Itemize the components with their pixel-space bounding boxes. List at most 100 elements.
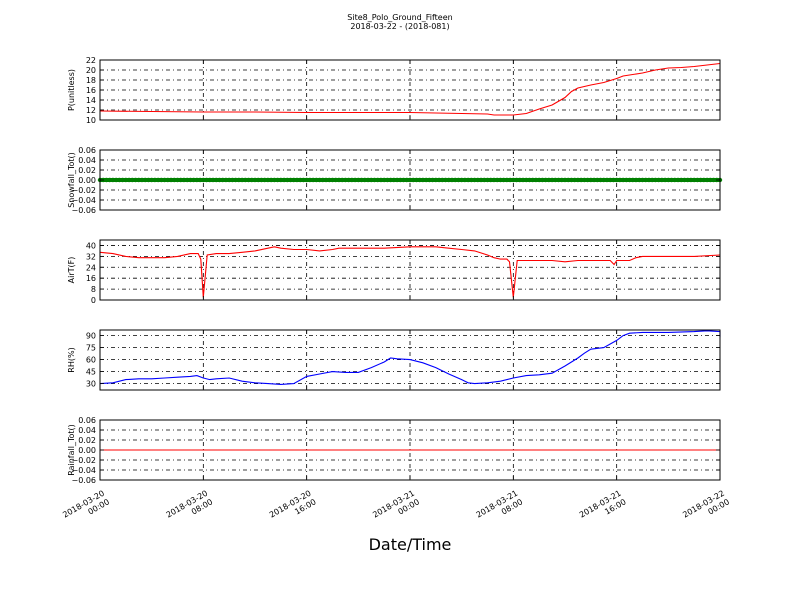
series-point xyxy=(433,177,439,183)
panel-3: 0 8 16 24 32 40 AirT(F) xyxy=(67,239,721,305)
series-point xyxy=(159,177,164,183)
series-point xyxy=(588,177,594,183)
y-tick-label: 16 xyxy=(86,86,96,95)
y-tick-label: −0.04 xyxy=(71,466,96,475)
series-point xyxy=(333,177,338,183)
series-point xyxy=(330,177,335,183)
series-point xyxy=(566,177,571,183)
series-point xyxy=(204,177,209,183)
y-tick-label: 40 xyxy=(86,241,96,250)
series-point xyxy=(346,177,351,183)
series-point xyxy=(598,177,603,183)
y-tick-label: 45 xyxy=(86,368,96,377)
series-point xyxy=(701,177,707,183)
series-point xyxy=(559,177,564,183)
series-point xyxy=(123,177,129,183)
series-point xyxy=(698,177,703,183)
series-point xyxy=(475,177,481,183)
series-point xyxy=(120,177,125,183)
series-point xyxy=(259,177,264,183)
series-point xyxy=(339,177,345,183)
series-point xyxy=(630,177,636,183)
series-point xyxy=(491,177,497,183)
series-line xyxy=(99,330,721,385)
series-point xyxy=(691,177,697,183)
series-point xyxy=(265,177,271,183)
y-tick-label: 0.02 xyxy=(78,166,96,175)
series-point xyxy=(627,177,632,183)
series-point xyxy=(201,177,206,183)
series-point xyxy=(617,177,623,183)
series-point xyxy=(417,177,422,183)
series-point xyxy=(401,177,406,183)
series-point xyxy=(288,177,293,183)
series-point xyxy=(304,177,309,183)
series-point xyxy=(679,177,684,183)
chart-subtitle: 2018-03-22 - (2018-081) xyxy=(350,22,449,31)
series-point xyxy=(562,177,568,183)
series-point xyxy=(695,177,700,183)
series-point xyxy=(172,177,177,183)
series-point xyxy=(378,177,384,183)
series-point xyxy=(381,177,387,183)
series-point xyxy=(223,177,229,183)
series-point xyxy=(149,177,154,183)
series-point xyxy=(449,177,455,183)
series-point xyxy=(191,177,196,183)
series-point xyxy=(620,177,626,183)
series-point xyxy=(533,177,539,183)
series-point xyxy=(456,177,461,183)
series-point xyxy=(194,177,200,183)
series-point xyxy=(453,177,458,183)
series-point xyxy=(527,177,532,183)
series-point xyxy=(662,177,668,183)
series-point xyxy=(511,177,516,183)
y-tick-label: −0.04 xyxy=(71,196,96,205)
series-point xyxy=(184,177,190,183)
series-point xyxy=(317,177,322,183)
series-point xyxy=(572,177,577,183)
series-point xyxy=(611,177,616,183)
series-point xyxy=(107,177,112,183)
series-point xyxy=(310,177,316,183)
series-point xyxy=(285,177,290,183)
y-tick-label: 0 xyxy=(91,296,96,305)
series-point xyxy=(504,177,510,183)
series-point xyxy=(553,177,558,183)
series-point xyxy=(175,177,180,183)
series-point xyxy=(104,177,109,183)
panel-2: −0.06−0.04−0.020.000.020.040.06Snowfall_… xyxy=(67,146,723,215)
y-axis-label: P(unitless) xyxy=(67,69,76,111)
series-point xyxy=(385,177,390,183)
series-point xyxy=(168,177,174,183)
series-point xyxy=(256,177,261,183)
series-point xyxy=(436,177,442,183)
series-point xyxy=(507,177,513,183)
series-point xyxy=(653,177,658,183)
series-point xyxy=(575,177,581,183)
series-point xyxy=(708,177,713,183)
series-point xyxy=(217,177,222,183)
series-point xyxy=(365,177,371,183)
series-point xyxy=(113,177,119,183)
series-point xyxy=(327,177,332,183)
series-point xyxy=(236,177,242,183)
series-point xyxy=(704,177,710,183)
series-point xyxy=(669,177,674,183)
series-point xyxy=(643,177,648,183)
series-point xyxy=(352,177,358,183)
series-line xyxy=(99,62,721,116)
series-point xyxy=(278,177,284,183)
series-point xyxy=(398,177,403,183)
y-tick-label: −0.06 xyxy=(71,206,96,215)
series-point xyxy=(446,177,451,183)
y-axis-label: AirT(F) xyxy=(67,257,76,284)
y-tick-label: 16 xyxy=(86,274,96,283)
series-point xyxy=(372,177,377,183)
y-tick-label: 0.06 xyxy=(78,146,96,155)
series-point xyxy=(659,177,665,183)
chart-title: Site8_Polo_Ground_Fifteen xyxy=(347,13,452,22)
